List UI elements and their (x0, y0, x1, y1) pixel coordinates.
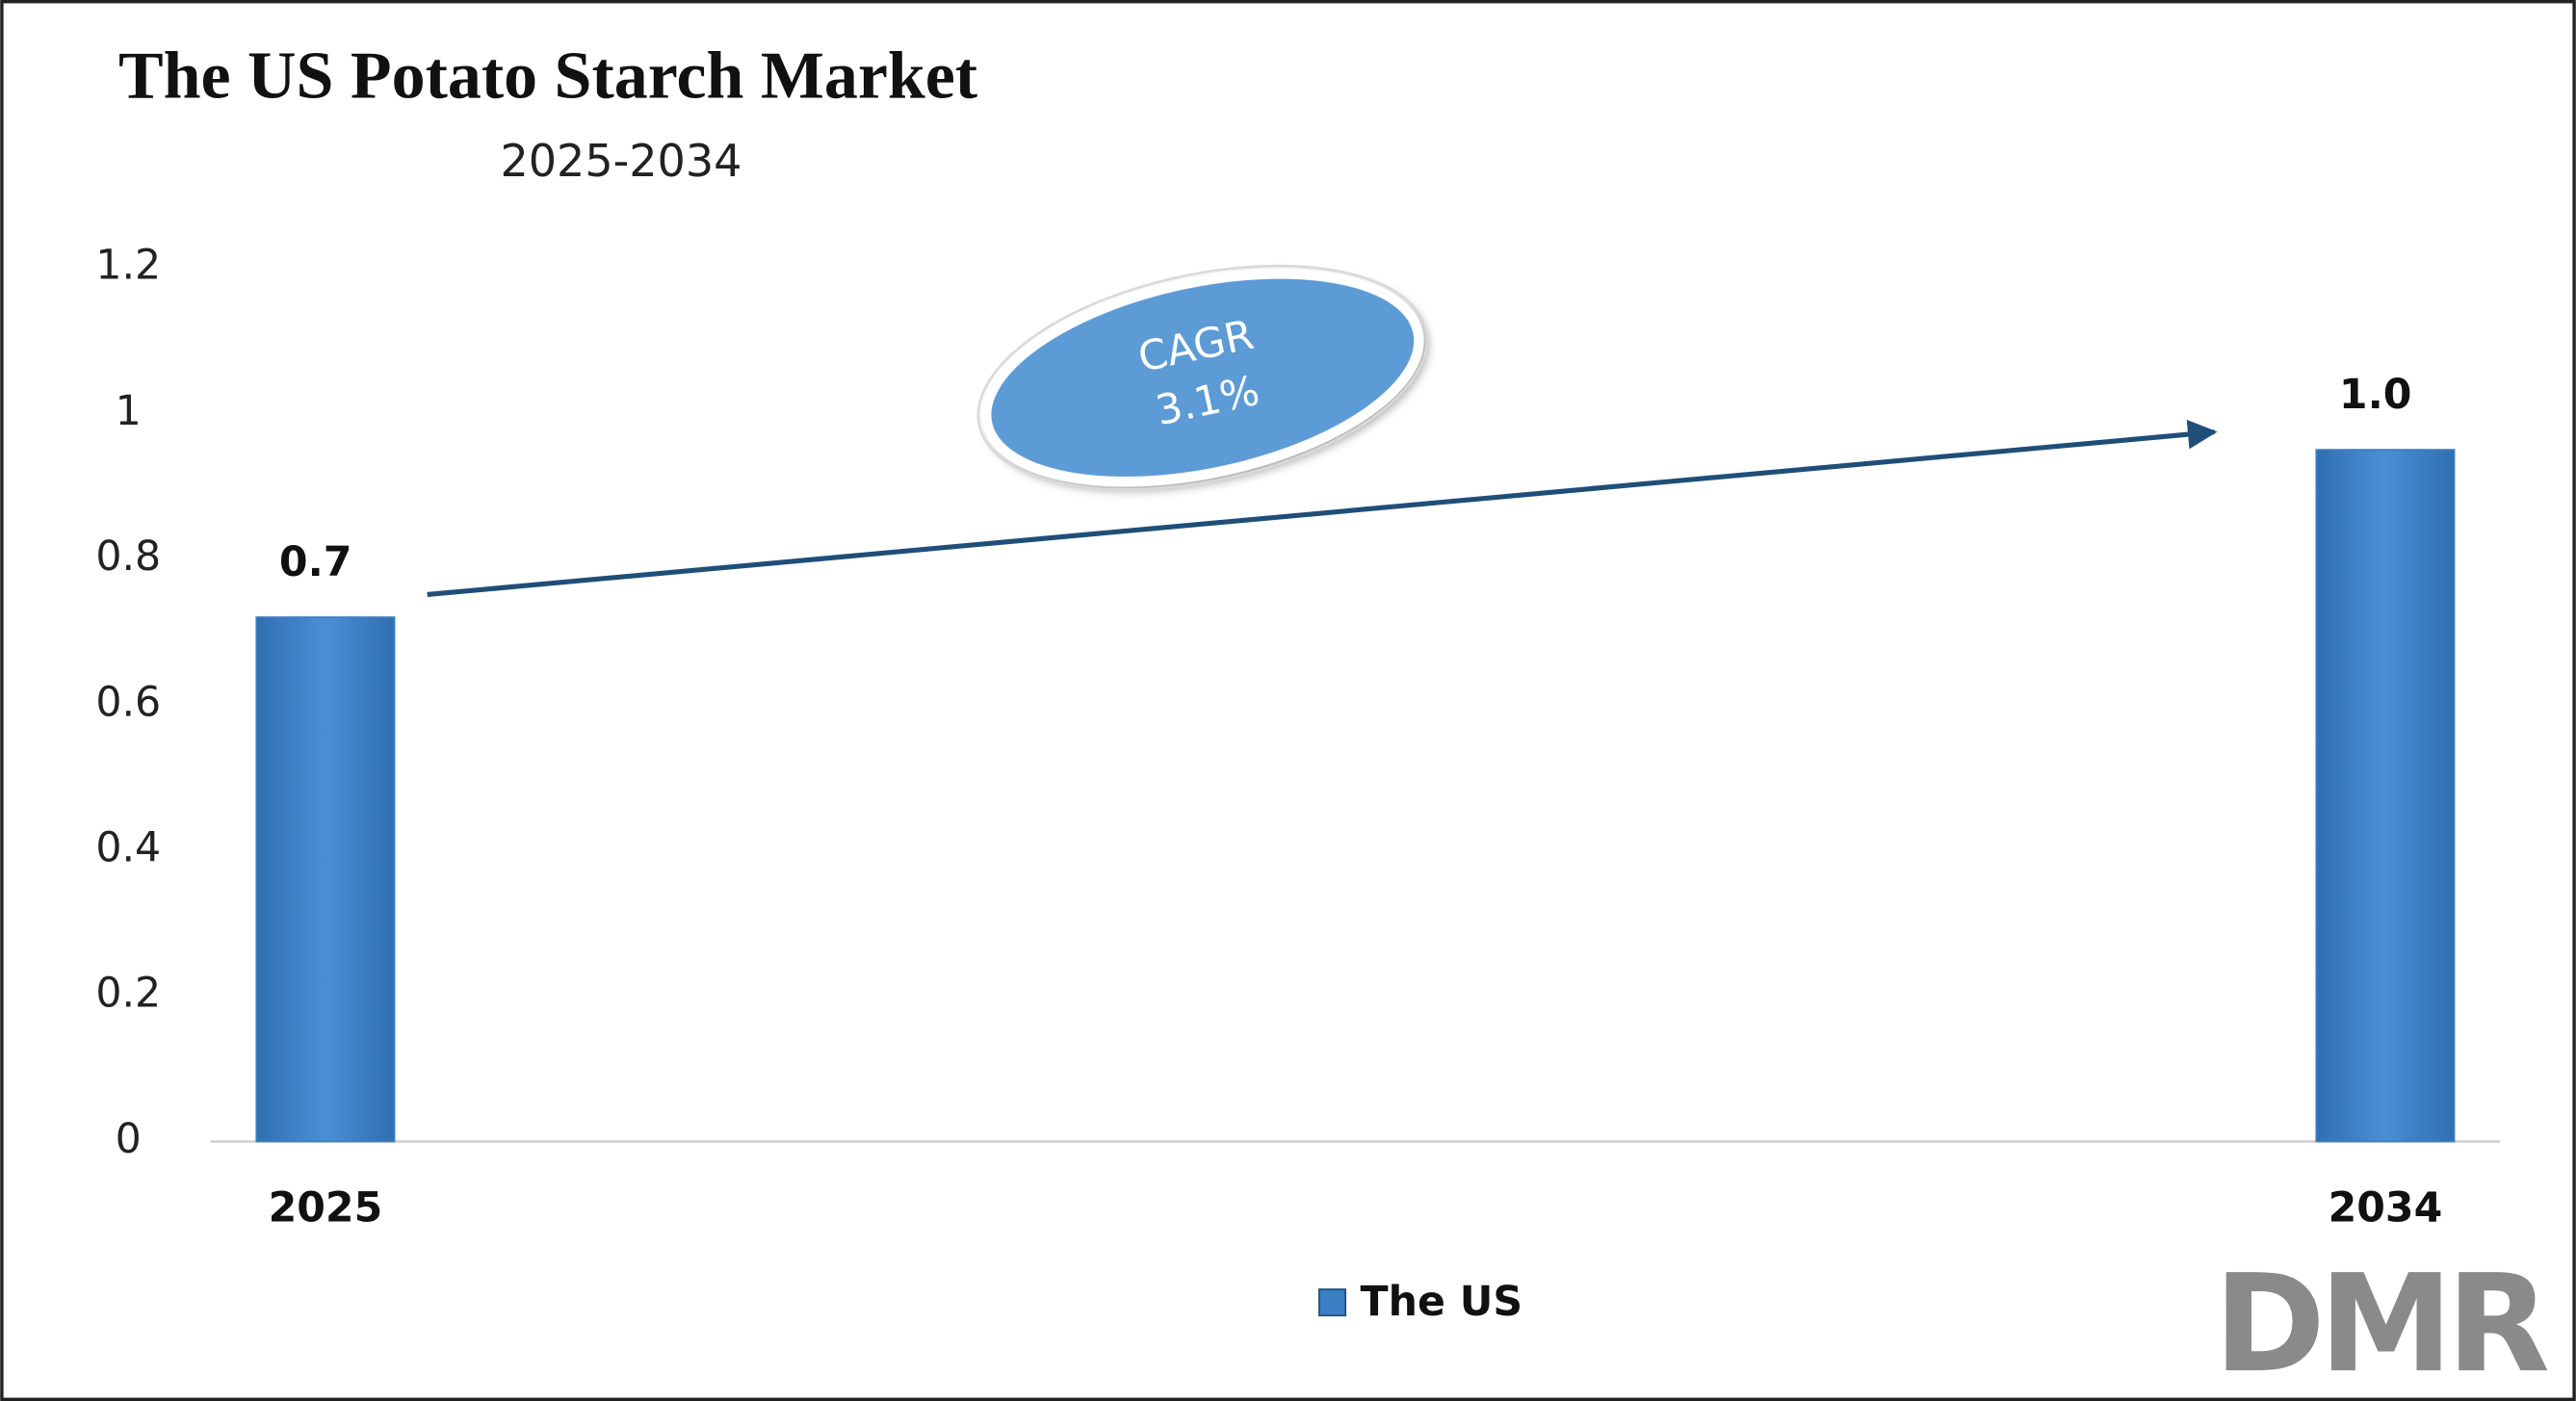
y-tick-label: 0.6 (95, 678, 161, 726)
legend-label: The US (1361, 1278, 1522, 1326)
cagr-ellipse (981, 269, 1424, 487)
chart-title: The US Potato Starch Market (118, 39, 977, 113)
trend-arrow (427, 419, 2218, 598)
bar (255, 616, 396, 1143)
data-label: 0.7 (279, 538, 352, 586)
bar (2315, 449, 2456, 1143)
y-tick-label: 0.2 (95, 970, 161, 1018)
y-tick-label: 0 (116, 1115, 142, 1163)
chart-subtitle: 2025-2034 (500, 135, 742, 187)
cagr-badge: CAGR 3.1% (976, 264, 1429, 491)
y-tick-label: 1.2 (95, 242, 161, 290)
x-tick-label: 2034 (2329, 1184, 2443, 1232)
logo: DMR (2214, 1245, 2548, 1401)
data-label: 1.0 (2339, 371, 2412, 419)
x-tick-label: 2025 (269, 1184, 383, 1232)
y-tick-label: 0.4 (95, 824, 161, 872)
y-tick-label: 0.8 (95, 532, 161, 581)
cagr-outline (976, 264, 1429, 491)
y-tick-label: 1 (116, 387, 142, 435)
legend-swatch (1318, 1288, 1347, 1317)
